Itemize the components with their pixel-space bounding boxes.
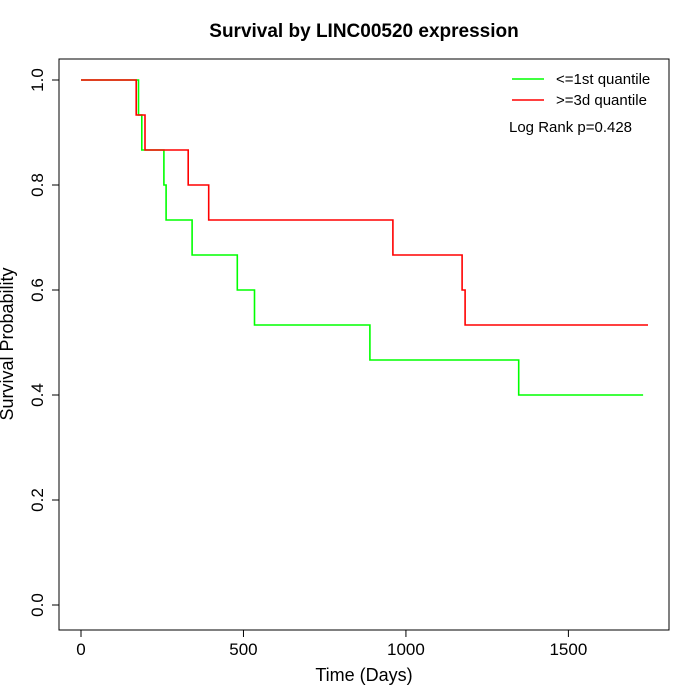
logrank-annotation: Log Rank p=0.428 [509, 119, 632, 136]
legend-label-low: <=1st quantile [556, 71, 650, 88]
y-tick-label: 0.4 [28, 383, 47, 407]
x-tick-label: 1000 [387, 640, 425, 659]
series-line-low [81, 79, 644, 396]
x-tick-label: 1500 [549, 640, 587, 659]
chart-title: Survival by LINC00520 expression [209, 21, 518, 42]
y-axis: 0.0 0.2 0.4 0.6 0.8 1.0 [28, 68, 60, 617]
y-axis-label: Survival Probability [0, 267, 17, 420]
legend: <=1st quantile >=3d quantile [512, 71, 650, 109]
x-axis: 0 500 1000 1500 [76, 629, 587, 659]
y-tick-label: 0.6 [28, 278, 47, 302]
y-tick-label: 0.0 [28, 593, 47, 617]
legend-label-high: >=3d quantile [556, 92, 647, 109]
y-tick-label: 0.8 [28, 173, 47, 197]
x-tick-label: 0 [76, 640, 85, 659]
series-group [81, 79, 648, 396]
plot-frame [58, 58, 670, 631]
x-axis-label: Time (Days) [315, 665, 412, 685]
y-tick-label: 0.2 [28, 488, 47, 512]
series-line-high [81, 79, 648, 326]
x-tick-label: 500 [229, 640, 257, 659]
y-tick-label: 1.0 [28, 68, 47, 92]
